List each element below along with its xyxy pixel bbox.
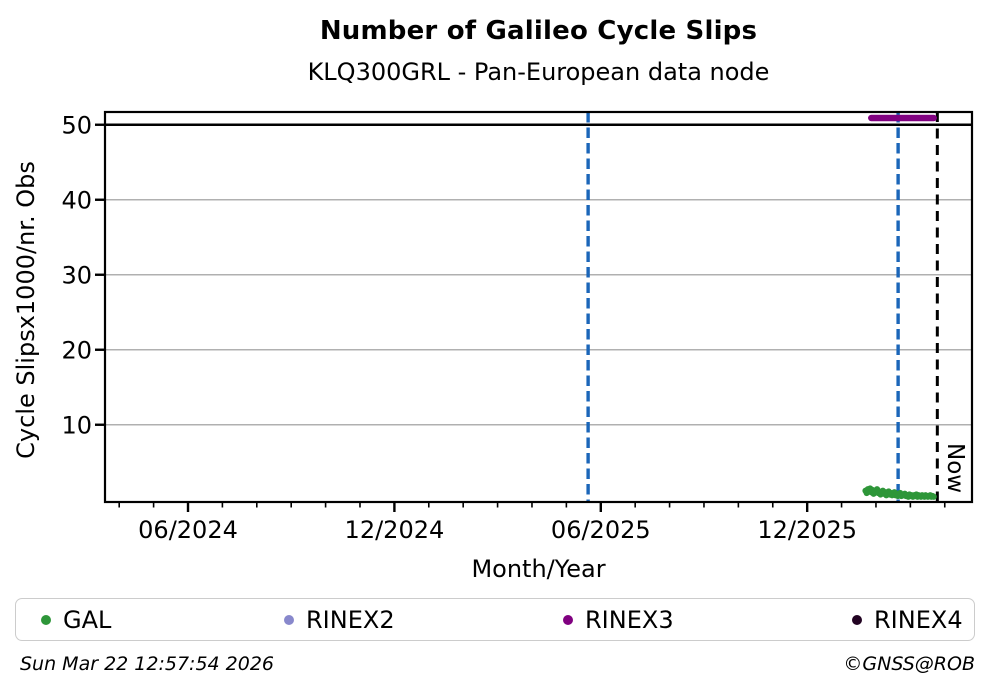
x-axis-label: Month/Year (471, 555, 605, 583)
copyright-credit: ©GNSS@ROB (843, 653, 975, 675)
y-tick-label: 40 (61, 186, 92, 214)
rinex4-marker-dot (852, 614, 862, 625)
rinex2-marker-dot (284, 614, 294, 625)
legend-label-rinex2: RINEX2 (306, 605, 395, 634)
legend-item-rinex3: RINEX3 (563, 599, 674, 640)
x-tick-label: 06/2025 (551, 516, 651, 544)
x-tick-label: 12/2024 (345, 516, 445, 544)
x-tick-label: 06/2024 (138, 516, 238, 544)
now-label: Now (942, 443, 968, 493)
legend-item-rinex4: RINEX4 (852, 599, 963, 640)
y-tick-label: 30 (61, 261, 92, 289)
chart-subtitle: KLQ300GRL - Pan-European data node (307, 58, 770, 86)
rinex3-marker-dot (563, 614, 573, 625)
y-axis-label: Cycle Slipsx1000/nr. Obs (12, 161, 40, 459)
x-tick-label: 12/2025 (757, 516, 857, 544)
chart-legend: GAL RINEX2 RINEX3 RINEX4 (15, 598, 975, 641)
plot-timestamp: Sun Mar 22 12:57:54 2026 (20, 653, 275, 675)
y-tick-label: 50 (61, 111, 92, 139)
cycle-slips-chart: Now 06/2024 12/2024 06/2025 12/2025 10 20 30 40 5… (12, 110, 974, 583)
legend-item-rinex2: RINEX2 (284, 599, 395, 640)
legend-label-rinex4: RINEX4 (874, 605, 963, 634)
legend-label-rinex3: RINEX3 (585, 605, 674, 634)
chart-title: Number of Galileo Cycle Slips (319, 16, 758, 46)
legend-item-gal: GAL (41, 599, 111, 640)
gal-scatter-point (930, 493, 937, 500)
y-tick-label: 10 (61, 411, 92, 439)
y-tick-label: 20 (61, 336, 92, 364)
gal-marker-dot (41, 614, 51, 625)
legend-label-gal: GAL (63, 605, 112, 634)
plot-border (103, 110, 974, 504)
